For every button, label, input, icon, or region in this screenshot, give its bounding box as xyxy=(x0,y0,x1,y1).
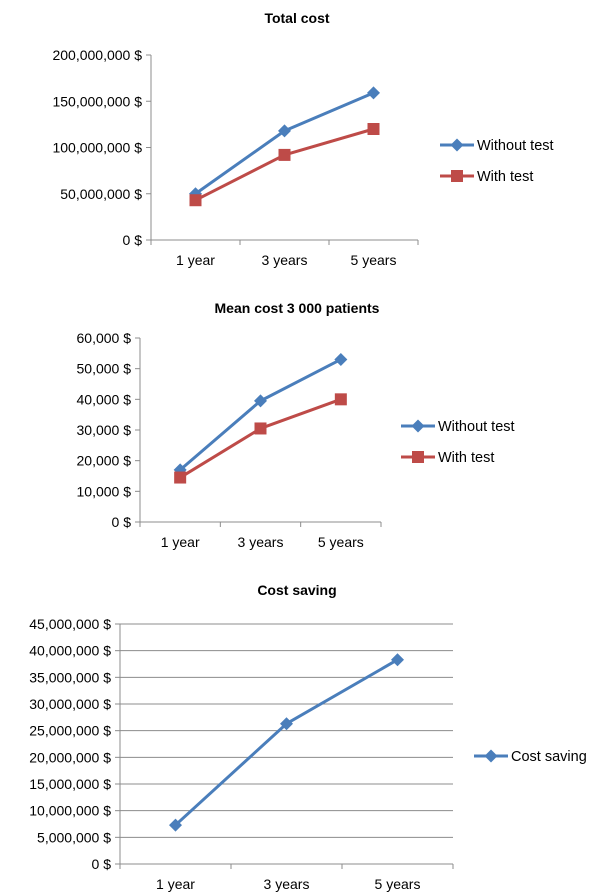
series-line-without-test xyxy=(194,91,375,195)
legend-label-without-test: Without test xyxy=(477,138,554,154)
x-tick-label: 1 year xyxy=(176,252,215,268)
chart-title-mean-cost: Mean cost 3 000 patients xyxy=(215,300,380,316)
x-tick-label: 3 years xyxy=(262,252,308,268)
legend-marker-with-test xyxy=(451,170,463,182)
y-tick-label: 25,000,000 $ xyxy=(29,723,111,739)
series-line-without-test xyxy=(179,358,342,472)
data-point-without-test xyxy=(334,352,348,366)
data-point-without-test xyxy=(278,124,291,138)
x-tick-label: 1 year xyxy=(161,534,200,550)
y-tick-label: 10,000 $ xyxy=(77,483,132,499)
legend-marker-without-test xyxy=(450,138,464,152)
data-point-cost-saving xyxy=(169,818,182,832)
y-tick-label: 50,000 $ xyxy=(77,361,132,377)
y-tick-label: 0 $ xyxy=(112,514,132,530)
y-tick-label: 35,000,000 $ xyxy=(29,669,111,685)
x-tick-label: 3 years xyxy=(238,534,284,550)
y-tick-label: 20,000,000 $ xyxy=(29,749,111,765)
legend-label-with-test: With test xyxy=(477,169,533,185)
series-line-with-test xyxy=(194,127,374,202)
legend-mean-cost: Without test With test xyxy=(401,419,515,466)
y-tick-label: 15,000,000 $ xyxy=(29,776,111,792)
data-point-with-test xyxy=(334,393,347,406)
legend-total-cost: Without test With test xyxy=(440,138,554,185)
legend-label-with-test: With test xyxy=(438,450,494,466)
data-point-with-test xyxy=(254,422,267,435)
legend-marker-with-test xyxy=(412,451,424,463)
data-point-with-test xyxy=(367,123,380,135)
legend-cost-saving: Cost saving xyxy=(474,749,587,765)
x-tick-label: 3 years xyxy=(264,876,310,892)
plot-mean-cost: 0 $ 10,000 $ 20,000 $ 30,000 $ 40,000 $ 50,00… xyxy=(77,330,382,550)
data-point-with-test xyxy=(189,194,202,207)
y-tick-label: 20,000 $ xyxy=(77,453,132,469)
y-tick-label: 5,000,000 $ xyxy=(37,829,111,845)
y-tick-label: 40,000,000 $ xyxy=(29,643,111,659)
data-point-cost-saving xyxy=(280,717,293,731)
y-tick-label: 200,000,000 $ xyxy=(52,47,142,63)
y-tick-label: 40,000 $ xyxy=(77,391,132,407)
plot-total-cost: 0 $ 50,000,000 $ 100,000,000 $ 150,000,000 … xyxy=(52,47,419,268)
y-tick-label: 30,000,000 $ xyxy=(29,696,111,712)
series-line-cost-saving xyxy=(174,658,399,827)
data-point-without-test xyxy=(367,86,380,100)
y-tick-label: 100,000,000 $ xyxy=(52,140,142,156)
data-point-cost-saving xyxy=(391,653,404,667)
data-point-with-test xyxy=(174,471,187,484)
chart-title-cost-saving: Cost saving xyxy=(257,582,336,598)
legend-marker-cost-saving xyxy=(484,749,498,763)
y-tick-label: 50,000,000 $ xyxy=(60,186,142,202)
y-tick-label: 150,000,000 $ xyxy=(52,93,142,109)
y-tick-label: 10,000,000 $ xyxy=(29,803,111,819)
y-tick-label: 0 $ xyxy=(123,232,143,248)
legend-label-cost-saving: Cost saving xyxy=(511,749,587,765)
chart-title-total-cost: Total cost xyxy=(264,10,329,26)
data-point-without-test xyxy=(254,394,267,408)
plot-cost-saving: 0 $ 5,000,000 $ 10,000,000 $ 15,000,000 $ 20… xyxy=(29,616,454,892)
y-tick-label: 60,000 $ xyxy=(77,330,132,346)
y-tick-label: 30,000 $ xyxy=(77,422,132,438)
x-tick-label: 5 years xyxy=(351,252,397,268)
series-line-with-test xyxy=(179,397,342,479)
data-point-with-test xyxy=(278,148,291,161)
x-tick-label: 5 years xyxy=(375,876,421,892)
legend-label-without-test: Without test xyxy=(438,419,515,435)
y-tick-label: 0 $ xyxy=(92,856,112,872)
x-tick-label: 1 year xyxy=(156,876,195,892)
x-tick-label: 5 years xyxy=(318,534,364,550)
y-tick-label: 45,000,000 $ xyxy=(29,616,111,632)
legend-marker-without-test xyxy=(411,419,425,433)
